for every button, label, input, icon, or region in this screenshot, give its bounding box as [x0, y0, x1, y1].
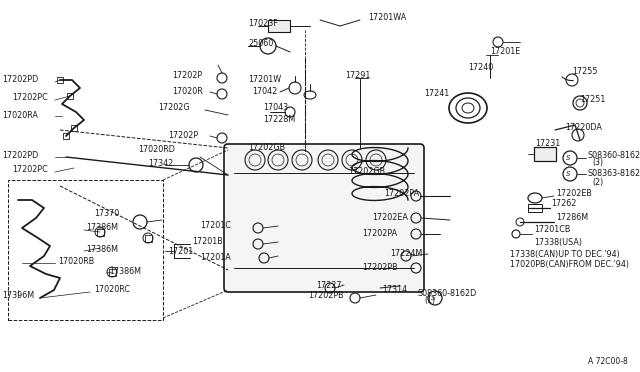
Text: 17227: 17227	[316, 280, 342, 289]
Text: 17255: 17255	[572, 67, 598, 77]
Text: 17020RD: 17020RD	[138, 145, 175, 154]
Text: 17201A: 17201A	[200, 253, 231, 262]
Text: 17201E: 17201E	[490, 48, 520, 57]
Text: 17386M: 17386M	[86, 244, 118, 253]
Text: S: S	[566, 171, 570, 177]
Text: 25060: 25060	[248, 39, 273, 48]
Text: (3): (3)	[592, 158, 603, 167]
FancyBboxPatch shape	[224, 144, 424, 292]
Text: 17201C: 17201C	[200, 221, 231, 230]
Text: S: S	[431, 295, 435, 301]
Text: S08363-8162D: S08363-8162D	[587, 170, 640, 179]
Bar	[8, 180, 163, 320]
Text: 17023F: 17023F	[248, 19, 278, 29]
Bar	[97, 229, 104, 236]
Text: 17201B: 17201B	[192, 237, 223, 247]
Text: A 72C00-8: A 72C00-8	[588, 357, 628, 366]
Text: 17396M: 17396M	[2, 291, 34, 299]
Text: 17286M: 17286M	[556, 214, 588, 222]
Text: 17202GB: 17202GB	[248, 144, 285, 153]
Text: 17202PA: 17202PA	[362, 230, 397, 238]
Text: 17241: 17241	[424, 89, 449, 97]
Text: 17202GB: 17202GB	[348, 167, 385, 176]
Text: 17202PD: 17202PD	[2, 151, 38, 160]
Text: 17020RB: 17020RB	[58, 257, 94, 266]
Text: 17043: 17043	[263, 103, 288, 112]
Text: 17201WA: 17201WA	[368, 13, 406, 22]
Bar	[268, 20, 290, 32]
Text: 17201CB: 17201CB	[534, 225, 570, 234]
Text: 17020RC: 17020RC	[94, 285, 130, 295]
Text: 17338(USA): 17338(USA)	[534, 238, 582, 247]
Text: S08360-8162D: S08360-8162D	[418, 289, 477, 298]
Text: (2): (2)	[592, 177, 604, 186]
Text: 17202P: 17202P	[168, 131, 198, 141]
Text: 17231: 17231	[535, 138, 560, 148]
Text: 17202EB: 17202EB	[556, 189, 592, 198]
Text: 17201W: 17201W	[248, 76, 281, 84]
Text: 17020PB(CAN)FROM DEC.'94): 17020PB(CAN)FROM DEC.'94)	[510, 260, 629, 269]
Text: 17202PA: 17202PA	[384, 189, 419, 199]
Text: 17020RA: 17020RA	[2, 112, 38, 121]
Text: 17042: 17042	[252, 87, 277, 96]
Bar	[71, 125, 77, 131]
Text: 17202PD: 17202PD	[2, 76, 38, 84]
Text: (1): (1)	[424, 296, 435, 305]
Bar	[63, 133, 69, 139]
Bar	[145, 235, 152, 242]
Text: 17228M: 17228M	[263, 115, 295, 125]
Bar	[109, 269, 116, 276]
Text: 17202PC: 17202PC	[12, 93, 48, 103]
Text: S: S	[566, 155, 570, 161]
Text: 17240: 17240	[468, 64, 493, 73]
Text: 17251: 17251	[580, 96, 605, 105]
Text: 17202PB: 17202PB	[362, 263, 397, 273]
Text: 17202G: 17202G	[158, 103, 189, 112]
Text: 17370: 17370	[94, 208, 119, 218]
Text: 17291: 17291	[345, 71, 371, 80]
Text: 17262: 17262	[551, 199, 577, 208]
Text: 17314: 17314	[382, 285, 407, 295]
Text: 17220DA: 17220DA	[565, 124, 602, 132]
Text: 17202P: 17202P	[172, 71, 202, 80]
Text: 17386M: 17386M	[109, 266, 141, 276]
Text: 17338(CAN)UP TO DEC.'94): 17338(CAN)UP TO DEC.'94)	[510, 250, 620, 259]
Text: 17202EA: 17202EA	[372, 214, 408, 222]
Bar	[67, 93, 73, 99]
Bar	[534, 147, 556, 161]
Text: 17342: 17342	[148, 158, 173, 167]
Text: 17202PB: 17202PB	[308, 292, 344, 301]
Text: 17201: 17201	[168, 247, 193, 257]
Bar	[57, 77, 63, 83]
Text: S08360-8162D: S08360-8162D	[587, 151, 640, 160]
Bar	[528, 204, 542, 212]
Text: 17020R: 17020R	[172, 87, 203, 96]
Text: 17202PC: 17202PC	[12, 166, 48, 174]
Text: 17386M: 17386M	[86, 224, 118, 232]
Text: 17224M: 17224M	[390, 248, 422, 257]
